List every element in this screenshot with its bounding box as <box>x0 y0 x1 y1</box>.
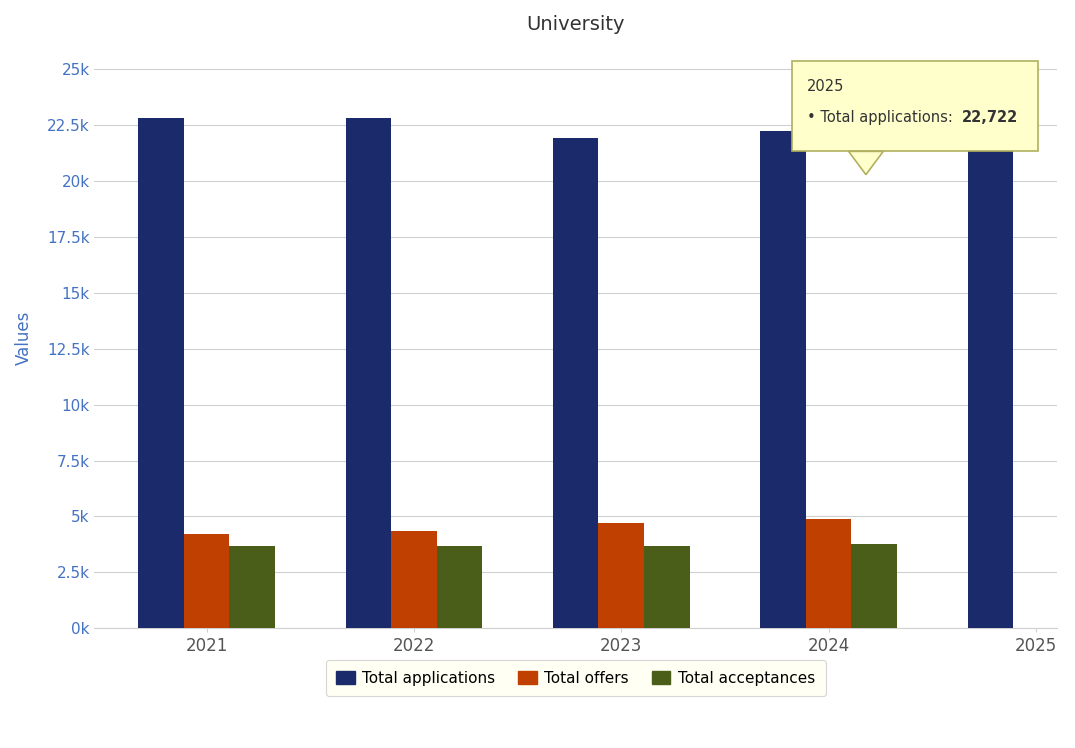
Legend: Total applications, Total offers, Total acceptances: Total applications, Total offers, Total … <box>326 660 826 696</box>
Bar <box>436 545 483 628</box>
Polygon shape <box>848 151 884 174</box>
Bar <box>851 545 898 628</box>
Bar <box>599 523 644 628</box>
Bar <box>184 534 229 628</box>
Bar <box>138 118 184 628</box>
Text: 22,722: 22,722 <box>962 110 1018 125</box>
Text: • Total applications:: • Total applications: <box>806 110 957 125</box>
Y-axis label: Values: Values <box>15 310 33 365</box>
Bar <box>229 545 275 628</box>
Bar <box>760 131 806 628</box>
Bar <box>644 545 690 628</box>
Bar <box>345 118 391 628</box>
Title: University: University <box>527 15 625 34</box>
Bar <box>968 120 1014 628</box>
Text: 2025: 2025 <box>806 79 844 94</box>
Bar <box>806 518 851 628</box>
FancyBboxPatch shape <box>792 61 1037 151</box>
Bar <box>391 531 436 628</box>
Bar <box>553 138 599 628</box>
